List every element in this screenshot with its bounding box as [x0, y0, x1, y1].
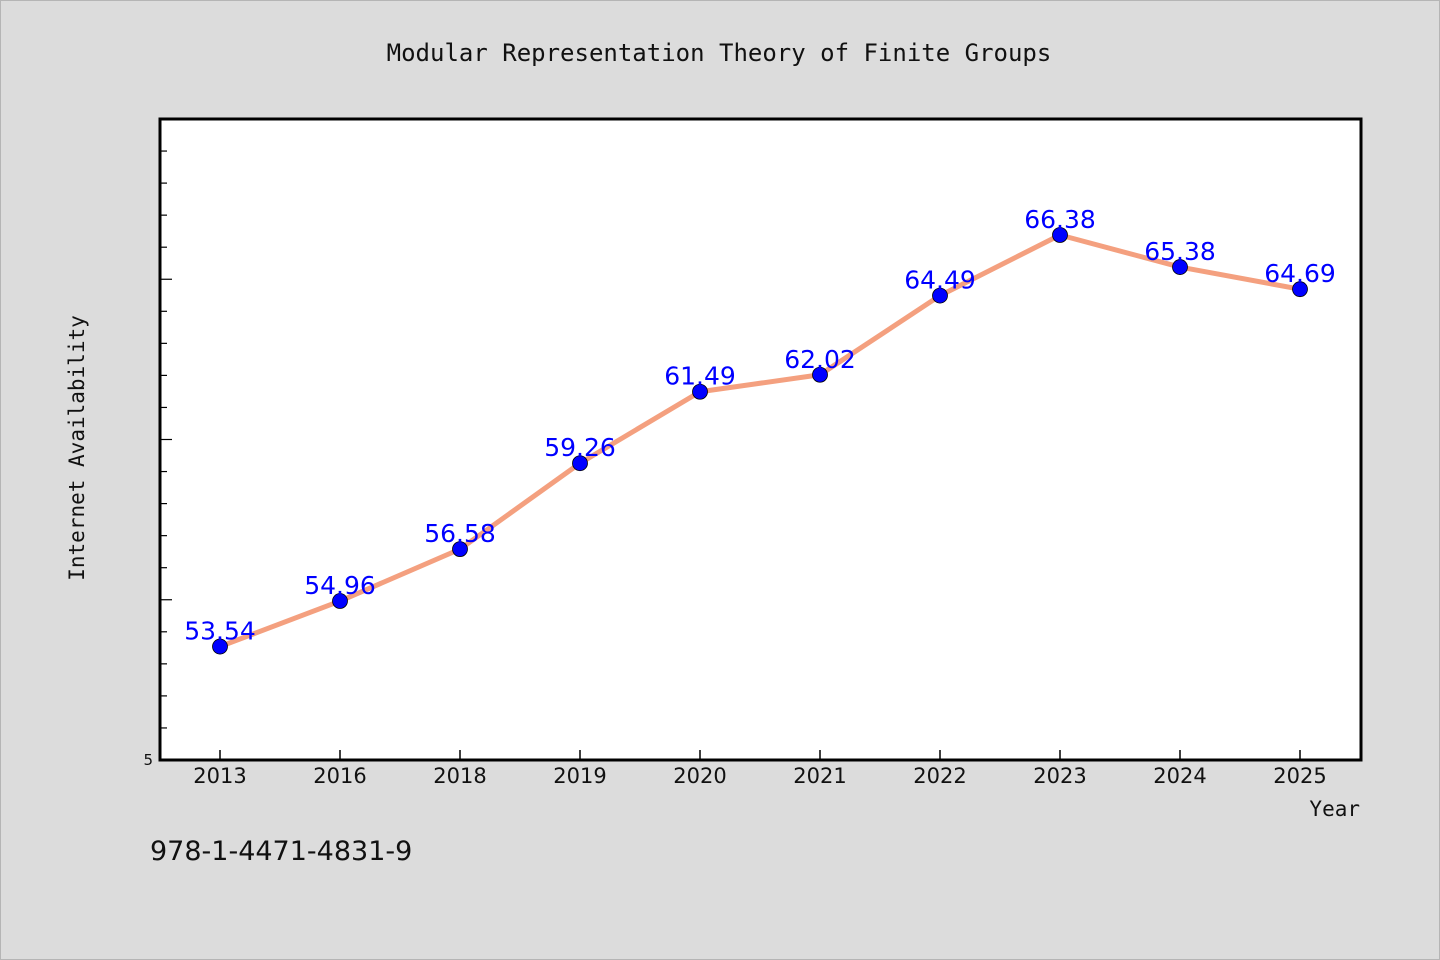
series-line: [217, 232, 1303, 650]
data-point: [692, 383, 708, 400]
x-tick-label: 2023: [1033, 764, 1086, 788]
x-tick-label: 2013: [193, 764, 246, 788]
data-label: 54.96: [304, 571, 376, 600]
x-tick-label: 2022: [913, 764, 966, 788]
data-point: [932, 287, 948, 304]
data-label: 62.02: [784, 345, 856, 374]
chart-title: Modular Representation Theory of Finite …: [387, 39, 1052, 67]
data-label: 64.49: [904, 266, 976, 295]
data-labels: 53.54 54.96 56.58 59.26 61.49 62.02 64.49 66.38…: [184, 205, 1336, 646]
data-label: 59.26: [544, 433, 616, 462]
data-label: 64.69: [1264, 259, 1336, 288]
x-tick-label: 2025: [1273, 764, 1326, 788]
data-point: [812, 366, 828, 383]
data-point: [212, 638, 228, 655]
data-label: 66.38: [1024, 205, 1096, 234]
x-tick-label: 2018: [433, 764, 486, 788]
x-tick-label: 2016: [313, 764, 366, 788]
data-label: 61.49: [664, 362, 736, 391]
x-axis-tick-labels: 2013 2016 2018 2019 2020 2021 2022 2023 2024 2025: [193, 764, 1326, 788]
data-label: 56.58: [424, 519, 496, 548]
x-tick-label: 2021: [793, 764, 846, 788]
x-tick-label: 2019: [553, 764, 606, 788]
y-axis-title: Internet Availability: [65, 315, 89, 581]
data-label: 65.38: [1144, 237, 1216, 266]
x-axis-ticks: [219, 750, 1301, 760]
isbn-label: 978-1-4471-4831-9: [150, 836, 413, 867]
data-point: [1172, 259, 1188, 275]
series-markers: [212, 227, 1308, 655]
y-tick-label-min: 5: [143, 751, 153, 769]
data-label: 53.54: [184, 617, 256, 646]
x-tick-label: 2020: [673, 764, 726, 788]
data-point: [1052, 227, 1068, 243]
data-point: [1292, 281, 1308, 298]
x-tick-label: 2024: [1153, 764, 1206, 788]
data-point: [572, 455, 588, 472]
x-axis-title: Year: [1309, 797, 1360, 821]
data-point: [332, 593, 348, 609]
plot-frame: [158, 117, 1363, 762]
data-point: [452, 541, 468, 558]
plot-area: [160, 119, 1361, 760]
